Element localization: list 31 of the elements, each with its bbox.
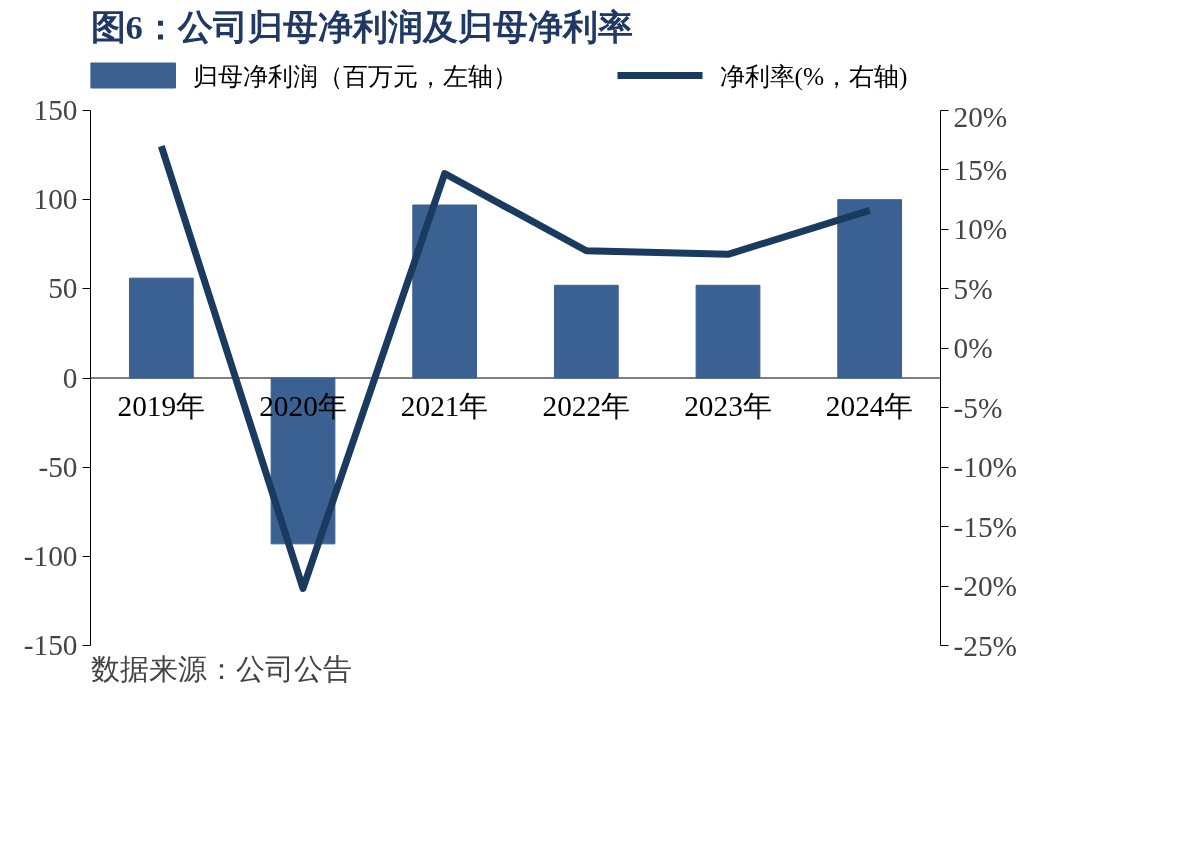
- legend-label: 归母净利润（百万元，左轴）: [192, 61, 518, 90]
- bar: [128, 277, 194, 379]
- y2-tick-label: -10%: [953, 451, 1018, 484]
- y2-tick-label: 5%: [953, 272, 993, 305]
- x-tick-label: 2021年: [400, 390, 489, 422]
- bar: [412, 204, 478, 379]
- bar: [695, 284, 761, 379]
- y-tick-label: -150: [23, 629, 78, 661]
- y2-tick-label: 20%: [953, 100, 1008, 133]
- source-note: 数据来源：公司公告: [90, 652, 352, 685]
- y2-tick-label: 10%: [953, 213, 1008, 246]
- y2-tick-label: -5%: [953, 391, 1003, 424]
- y-tick-label: -100: [23, 539, 78, 572]
- y2-tick-label: 0%: [953, 332, 993, 365]
- y2-tick-label: -25%: [953, 629, 1018, 662]
- y-tick-label: 100: [33, 183, 78, 216]
- y2-tick-label: 15%: [953, 153, 1008, 186]
- x-tick-label: 2019年: [117, 390, 206, 422]
- y-tick-label: -50: [38, 450, 78, 483]
- legend-label: 净利率(%，右轴): [719, 61, 908, 91]
- x-tick-label: 2023年: [684, 390, 772, 422]
- y2-tick-label: -20%: [953, 570, 1018, 603]
- x-tick-label: 2024年: [825, 390, 914, 422]
- bar: [837, 199, 903, 379]
- x-tick-label: 2022年: [542, 390, 631, 422]
- y-tick-label: 50: [48, 272, 78, 305]
- y2-tick-label: -15%: [953, 510, 1018, 543]
- y-tick-label: 0: [62, 361, 78, 394]
- y-tick-label: 150: [33, 94, 78, 126]
- chart-title: 图6：公司归母净利润及归母净利率: [90, 7, 633, 46]
- bar: [553, 284, 619, 379]
